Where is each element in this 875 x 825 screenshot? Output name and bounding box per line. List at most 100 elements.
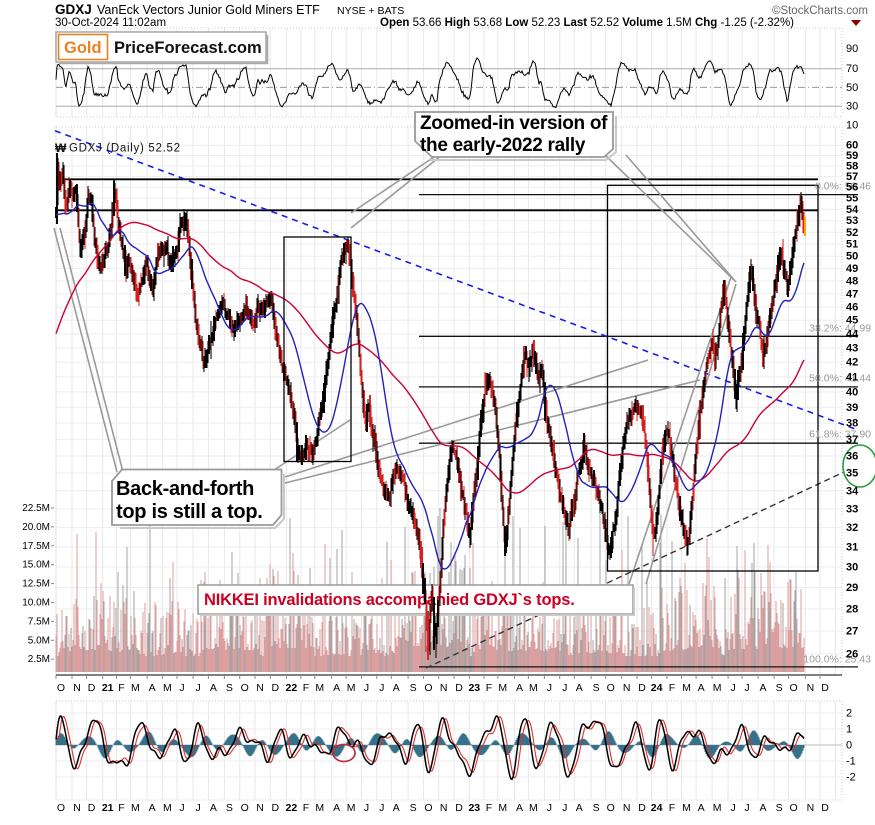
- svg-text:S: S: [776, 802, 783, 814]
- svg-text:J: J: [730, 802, 735, 814]
- svg-text:S: S: [593, 682, 600, 694]
- svg-text:GDXJ (Daily) 52.52: GDXJ (Daily) 52.52: [69, 143, 181, 155]
- svg-text:S: S: [410, 802, 417, 814]
- svg-text:O: O: [607, 802, 615, 814]
- svg-text:28: 28: [846, 603, 858, 615]
- svg-text:A: A: [149, 802, 156, 814]
- svg-text:PriceForecast.com: PriceForecast.com: [114, 39, 262, 57]
- svg-text:56: 56: [846, 182, 858, 194]
- svg-text:A: A: [333, 802, 340, 814]
- svg-text:D: D: [272, 682, 280, 694]
- svg-text:24: 24: [651, 802, 663, 814]
- svg-text:M: M: [529, 682, 538, 694]
- svg-text:J: J: [562, 682, 567, 694]
- svg-text:D: D: [88, 682, 96, 694]
- svg-text:M: M: [682, 682, 691, 694]
- svg-text:J: J: [379, 802, 384, 814]
- svg-text:29: 29: [846, 582, 858, 594]
- svg-text:A: A: [576, 682, 583, 694]
- svg-text:45: 45: [846, 315, 858, 327]
- svg-text:70: 70: [846, 63, 858, 75]
- svg-text:D: D: [638, 682, 646, 694]
- svg-text:20.0M: 20.0M: [22, 522, 50, 533]
- svg-text:10.0M: 10.0M: [22, 598, 50, 609]
- svg-text:55: 55: [846, 193, 858, 205]
- svg-text:D: D: [821, 682, 829, 694]
- svg-text:S: S: [410, 682, 417, 694]
- svg-text:Back-and-forth: Back-and-forth: [116, 478, 254, 500]
- svg-text:NIKKEI invalidations accompani: NIKKEI invalidations accompanied GDXJ`s …: [204, 591, 575, 609]
- svg-text:A: A: [516, 682, 523, 694]
- svg-text:D: D: [821, 802, 829, 814]
- svg-text:GDXJ: GDXJ: [55, 2, 92, 17]
- svg-text:59: 59: [846, 150, 858, 162]
- svg-text:Zoomed-in version of: Zoomed-in version of: [420, 113, 608, 134]
- svg-text:N: N: [623, 802, 631, 814]
- svg-text:42: 42: [846, 357, 858, 369]
- svg-text:53: 53: [846, 215, 858, 227]
- svg-text:M: M: [498, 802, 507, 814]
- svg-text:15.0M: 15.0M: [22, 560, 50, 571]
- svg-text:O: O: [241, 682, 249, 694]
- svg-text:17.5M: 17.5M: [22, 541, 50, 552]
- svg-text:A: A: [393, 682, 400, 694]
- svg-text:O: O: [790, 682, 798, 694]
- svg-text:M: M: [347, 802, 356, 814]
- svg-text:A: A: [393, 802, 400, 814]
- svg-text:J: J: [179, 802, 184, 814]
- svg-text:O: O: [57, 802, 65, 814]
- svg-text:37: 37: [846, 434, 858, 446]
- svg-text:S: S: [226, 802, 233, 814]
- svg-text:J: J: [744, 802, 749, 814]
- svg-text:J: J: [379, 682, 384, 694]
- svg-text:0.0%: 56.46: 0.0%: 56.46: [815, 181, 871, 193]
- svg-text:S: S: [776, 682, 783, 694]
- svg-text:N: N: [256, 682, 264, 694]
- svg-text:M: M: [315, 682, 324, 694]
- svg-text:22.5M: 22.5M: [22, 503, 50, 514]
- svg-text:51: 51: [846, 239, 858, 251]
- svg-text:57: 57: [846, 171, 858, 183]
- svg-text:M: M: [315, 802, 324, 814]
- svg-text:-1: -1: [846, 756, 856, 768]
- svg-text:M: M: [713, 802, 722, 814]
- svg-text:A: A: [576, 802, 583, 814]
- svg-text:A: A: [210, 682, 217, 694]
- svg-text:24: 24: [651, 682, 663, 694]
- svg-text:J: J: [364, 802, 369, 814]
- svg-text:J: J: [195, 682, 200, 694]
- svg-text:7.5M: 7.5M: [28, 616, 50, 627]
- svg-text:O: O: [424, 682, 432, 694]
- svg-text:F: F: [303, 802, 309, 814]
- svg-text:35: 35: [846, 468, 858, 480]
- svg-text:-2: -2: [846, 772, 856, 784]
- svg-text:22: 22: [286, 802, 298, 814]
- svg-text:32: 32: [846, 522, 858, 534]
- svg-text:N: N: [440, 682, 448, 694]
- svg-text:5.0M: 5.0M: [28, 635, 50, 646]
- svg-text:90: 90: [846, 43, 858, 55]
- svg-text:M: M: [713, 682, 722, 694]
- svg-text:Gold: Gold: [64, 39, 102, 57]
- svg-text:60: 60: [846, 140, 858, 152]
- svg-text:F: F: [118, 802, 124, 814]
- svg-text:40: 40: [846, 386, 858, 398]
- svg-text:S: S: [226, 682, 233, 694]
- svg-text:D: D: [455, 802, 463, 814]
- svg-text:A: A: [333, 682, 340, 694]
- svg-text:30: 30: [846, 561, 858, 573]
- svg-text:D: D: [272, 802, 280, 814]
- svg-text:D: D: [88, 802, 96, 814]
- svg-text:top is still a top.: top is still a top.: [116, 501, 263, 523]
- svg-text:54: 54: [846, 204, 859, 216]
- svg-text:39: 39: [846, 402, 858, 414]
- svg-text:0: 0: [846, 740, 852, 752]
- svg-text:F: F: [118, 682, 124, 694]
- svg-text:50: 50: [846, 251, 858, 263]
- svg-text:2: 2: [846, 708, 852, 720]
- svg-text:A: A: [516, 802, 523, 814]
- svg-text:O: O: [607, 682, 615, 694]
- svg-text:J: J: [179, 682, 184, 694]
- svg-text:10: 10: [846, 120, 858, 132]
- svg-text:the early-2022 rally: the early-2022 rally: [420, 135, 586, 156]
